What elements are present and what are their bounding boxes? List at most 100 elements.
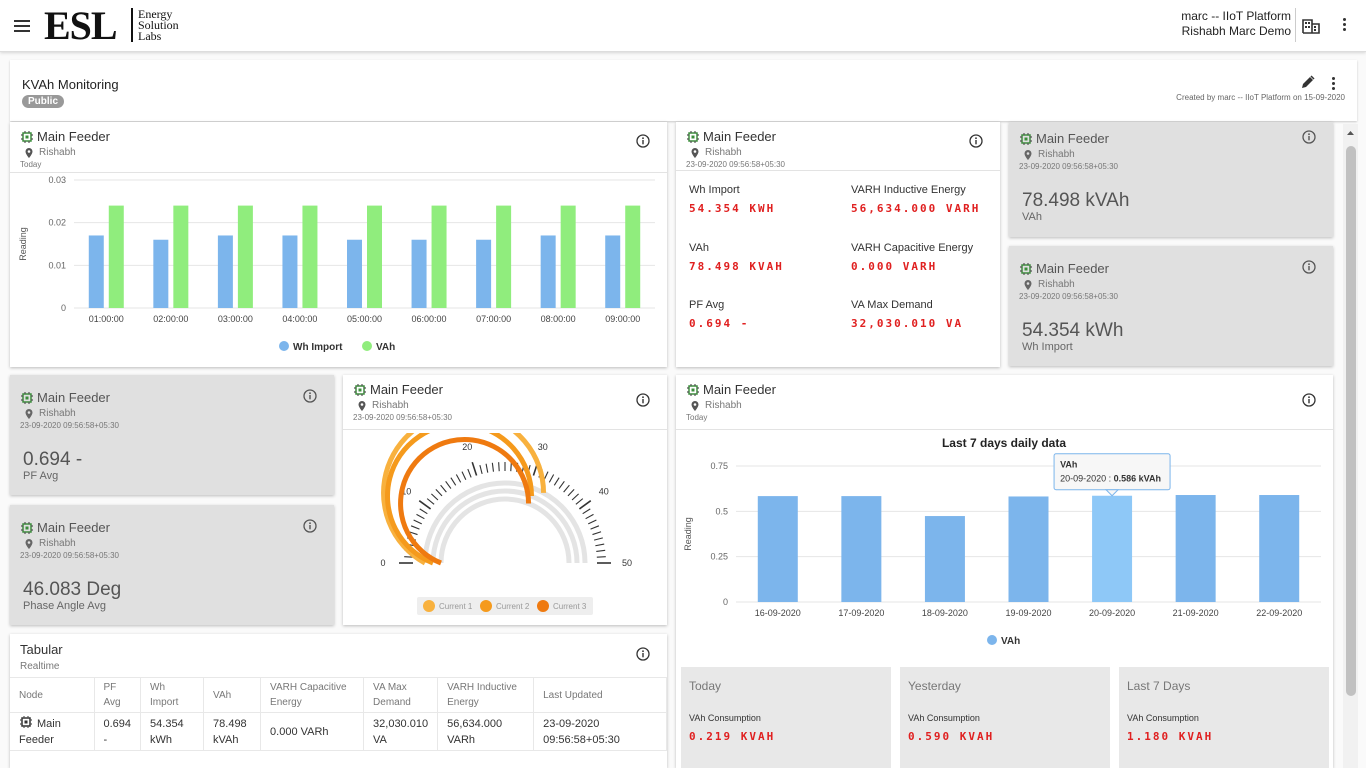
edit-icon[interactable] <box>1301 75 1315 89</box>
info-icon[interactable] <box>636 134 650 148</box>
bar-vah[interactable] <box>1008 496 1049 602</box>
esl-logo[interactable]: ESL Energy Solution Labs <box>42 3 188 48</box>
col-wh-import[interactable]: Wh Import <box>140 677 205 713</box>
logo-sub-solution: Solution <box>138 18 179 32</box>
bar-vah[interactable] <box>560 205 576 308</box>
legend-marker[interactable] <box>480 600 492 612</box>
bar-wh-import[interactable] <box>476 239 492 308</box>
tenant-info[interactable]: marc -- IIoT Platform Rishabh Marc Demo <box>1181 9 1291 39</box>
x-tick-label: 20-09-2020 <box>1089 608 1135 618</box>
gauge-band[interactable] <box>398 437 532 566</box>
stat-card-last-7-days: Last 7 Days VAh Consumption 1.180 KVAH <box>1119 667 1329 768</box>
legend-label[interactable]: Current 2 <box>496 602 530 611</box>
col-last-updated[interactable]: Last Updated <box>533 677 667 713</box>
gauge-tick <box>440 484 447 493</box>
legend-label[interactable]: VAh <box>376 342 395 353</box>
stat-card-yesterday: Yesterday VAh Consumption 0.590 KVAH <box>900 667 1110 768</box>
col-node[interactable]: Node <box>10 677 95 713</box>
time-label: Today <box>20 160 42 169</box>
bar-wh-import[interactable] <box>282 235 298 308</box>
legend-label[interactable]: Wh Import <box>293 342 343 353</box>
y-tick-label: 0 <box>61 303 66 313</box>
bar-wh-import[interactable] <box>605 235 621 308</box>
logo-sub-energy: Energy <box>138 7 173 21</box>
card-title: Main Feeder <box>370 382 443 397</box>
bar-wh-import[interactable] <box>88 235 104 308</box>
col-varh-capacitive[interactable]: VARH Capacitive Energy <box>260 677 365 713</box>
bar-vah[interactable] <box>757 496 798 602</box>
chart-tooltip: VAh 20-09-2020 : 0.586 kVAh <box>1053 453 1171 497</box>
card-title: Main Feeder <box>703 129 776 144</box>
col-pf-avg[interactable]: PF Avg <box>94 677 142 713</box>
legend-marker[interactable] <box>423 600 435 612</box>
table-row[interactable]: Main Feeder 0.694 - 54.354 kWh 78.498 kV… <box>10 712 667 751</box>
scroll-up-icon[interactable] <box>1343 126 1358 140</box>
info-icon[interactable] <box>636 393 650 407</box>
metric-label-pf-avg: PF Avg <box>689 299 725 311</box>
legend-marker[interactable] <box>362 341 372 351</box>
bar-wh-import[interactable] <box>540 235 556 308</box>
legend-marker[interactable] <box>537 600 549 612</box>
legend-marker[interactable] <box>987 635 997 645</box>
gauge-tick <box>410 525 420 530</box>
info-icon[interactable] <box>1302 393 1316 407</box>
bar-vah[interactable] <box>367 205 382 308</box>
info-icon[interactable] <box>1302 130 1316 144</box>
info-icon[interactable] <box>1302 260 1316 274</box>
bar-wh-import[interactable] <box>153 239 169 308</box>
bar-wh-import[interactable] <box>347 239 362 308</box>
gauge-tick <box>408 531 418 536</box>
y-tick-label: 0.25 <box>710 552 728 562</box>
col-vah[interactable]: VAh <box>203 677 262 713</box>
bar-vah[interactable] <box>431 205 447 308</box>
legend-marker[interactable] <box>279 341 289 351</box>
chip-icon <box>21 391 33 404</box>
y-axis-label: Reading <box>18 227 28 261</box>
location-label: Rishabh <box>705 147 742 158</box>
legend-label[interactable]: Current 1 <box>439 602 473 611</box>
bar-vah[interactable] <box>302 205 318 308</box>
scrollbar-thumb[interactable] <box>1346 146 1356 696</box>
bar-vah[interactable] <box>924 516 965 602</box>
bar-vah[interactable] <box>1175 495 1216 602</box>
col-va-max-demand[interactable]: VA Max Demand <box>363 677 439 713</box>
bar-vah[interactable] <box>1259 495 1300 602</box>
location-icon <box>1024 279 1032 290</box>
logo-text: ESL <box>44 3 118 48</box>
bar-vah[interactable] <box>237 205 253 308</box>
gauge-tick <box>596 556 606 558</box>
info-icon[interactable] <box>636 647 650 661</box>
chip-icon <box>687 383 699 396</box>
bar-vah[interactable] <box>173 205 189 308</box>
x-tick-label: 06:00:00 <box>412 314 447 324</box>
gauge-band[interactable] <box>385 433 535 566</box>
col-varh-inductive[interactable]: VARH Inductive Energy <box>437 677 535 713</box>
info-icon[interactable] <box>303 519 317 533</box>
info-icon[interactable] <box>303 389 317 403</box>
menu-icon[interactable] <box>14 20 30 32</box>
stat-title: Last 7 Days <box>1127 679 1191 693</box>
bar-vah[interactable] <box>108 205 124 308</box>
metric-label-varh-inductive: VARH Inductive Energy <box>851 184 966 196</box>
metric-value-varh-capacitive: 0.000 VARH <box>851 260 938 273</box>
info-icon[interactable] <box>969 134 983 148</box>
dashboard-more-icon[interactable] <box>1330 77 1336 92</box>
bar-wh-import[interactable] <box>411 239 427 308</box>
chip-icon <box>21 130 33 143</box>
bar-wh-import[interactable] <box>217 235 233 308</box>
page-scrollbar[interactable] <box>1343 124 1358 768</box>
bar-vah[interactable] <box>841 496 882 602</box>
kpi-value: 54.354 kWh <box>1022 320 1124 341</box>
gauge-band[interactable] <box>381 433 547 566</box>
metric-label-wh-import: Wh Import <box>689 184 740 196</box>
more-vert-icon[interactable] <box>1340 18 1348 34</box>
kpi-label: Phase Angle Avg <box>23 600 106 612</box>
gauge-tick-label: 50 <box>622 558 632 568</box>
bar-vah[interactable] <box>496 205 512 308</box>
stat-label: VAh Consumption <box>689 713 761 723</box>
building-icon[interactable] <box>1302 17 1320 35</box>
legend-label[interactable]: VAh <box>1001 636 1020 647</box>
bar-vah[interactable] <box>1092 495 1133 602</box>
bar-vah[interactable] <box>625 205 641 308</box>
legend-label[interactable]: Current 3 <box>553 602 587 611</box>
